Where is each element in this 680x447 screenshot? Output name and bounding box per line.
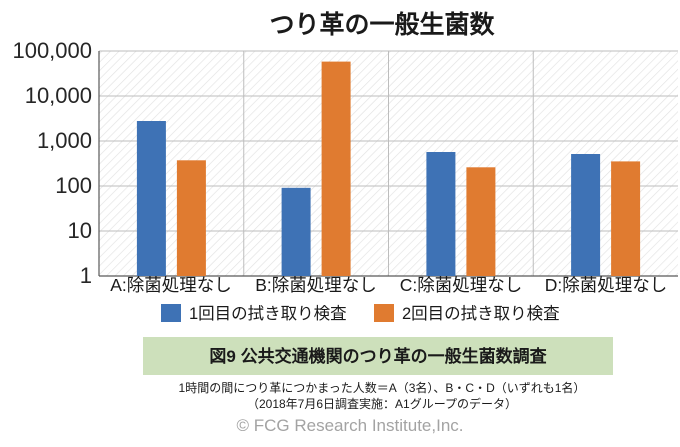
- svg-text:10,000: 10,000: [25, 83, 92, 108]
- svg-text:D:除菌処理なし: D:除菌処理なし: [545, 275, 668, 295]
- svg-text:10: 10: [68, 218, 92, 243]
- svg-text:100: 100: [55, 173, 92, 198]
- svg-text:© FCG Research Institute,Inc.: © FCG Research Institute,Inc.: [237, 416, 464, 435]
- svg-text:1,000: 1,000: [37, 128, 92, 153]
- svg-text:100,000: 100,000: [12, 38, 92, 63]
- svg-text:2回目の拭き取り検査: 2回目の拭き取り検査: [402, 304, 560, 323]
- svg-text:1: 1: [80, 263, 92, 288]
- svg-text:A:除菌処理なし: A:除菌処理なし: [110, 275, 232, 295]
- svg-text:C:除菌処理なし: C:除菌処理なし: [400, 275, 523, 295]
- svg-text:B:除菌処理なし: B:除菌処理なし: [255, 275, 377, 295]
- svg-text:つり革の一般生菌数: つり革の一般生菌数: [269, 10, 495, 39]
- svg-text:1回目の拭き取り検査: 1回目の拭き取り検査: [189, 304, 347, 323]
- svg-text:図9 公共交通機関のつり革の一般生菌数調査: 図9 公共交通機関のつり革の一般生菌数調査: [209, 346, 547, 366]
- svg-text:1時間の間につり革につかまった人数＝A（3名）、B・C・D（: 1時間の間につり革につかまった人数＝A（3名）、B・C・D（いずれも1名）: [179, 380, 586, 395]
- svg-text:（2018年7月6日調査実施：A1グループのデータ）: （2018年7月6日調査実施：A1グループのデータ）: [247, 396, 517, 411]
